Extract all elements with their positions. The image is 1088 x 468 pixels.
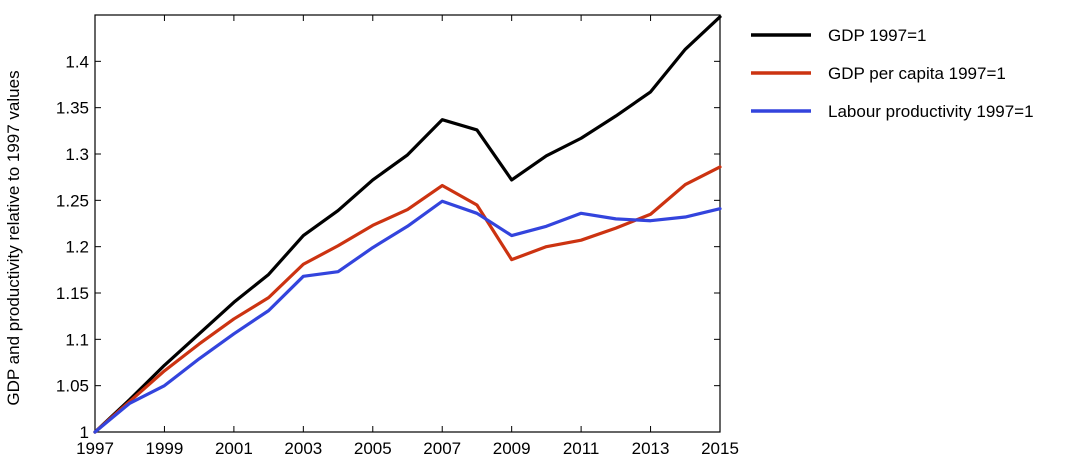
- plot-frame: [94, 14, 721, 433]
- x-tick-label: 2015: [701, 439, 739, 458]
- series-group: [93, 15, 722, 434]
- x-tick-label: 2011: [563, 439, 600, 458]
- y-tick-label: 1.1: [65, 330, 89, 349]
- x-tick-label: 1997: [76, 439, 114, 458]
- y-tick-label: 1: [80, 423, 89, 442]
- x-tick-label: 2007: [423, 439, 461, 458]
- x-tick-label: 2003: [284, 439, 322, 458]
- legend: GDP 1997=1 GDP per capita 1997=1 Labour pr…: [751, 26, 1034, 121]
- y-tick-label: 1.4: [65, 52, 89, 71]
- x-tick-label: 2005: [354, 439, 392, 458]
- x-tick-label: 2013: [632, 439, 670, 458]
- y-tick-label: 1.35: [56, 99, 89, 118]
- x-axis: 1997 1999 2001 2003 2005 2007 2009 2011 2013 2015: [76, 15, 739, 458]
- y-tick-label: 1.2: [65, 238, 89, 257]
- legend-label: GDP per capita 1997=1: [828, 64, 1006, 83]
- series-line-2: [93, 199, 722, 434]
- y-axis: 1 1.05 1.1 1.15 1.2 1.25 1.3 1.35 1.4: [56, 52, 720, 442]
- y-tick-label: 1.05: [56, 377, 89, 396]
- y-tick-label: 1.25: [56, 191, 89, 210]
- legend-label: Labour productivity 1997=1: [828, 102, 1034, 121]
- series-line-0: [93, 15, 722, 434]
- x-tick-label: 2001: [215, 439, 253, 458]
- y-tick-label: 1.3: [65, 145, 89, 164]
- y-axis-title: GDP and productivity relative to 1997 va…: [4, 70, 23, 405]
- series-line-1: [93, 165, 722, 434]
- x-tick-label: 1999: [146, 439, 184, 458]
- y-tick-label: 1.15: [56, 284, 89, 303]
- legend-label: GDP 1997=1: [828, 26, 926, 45]
- plot-area: [94, 14, 721, 433]
- x-tick-label: 2009: [493, 439, 531, 458]
